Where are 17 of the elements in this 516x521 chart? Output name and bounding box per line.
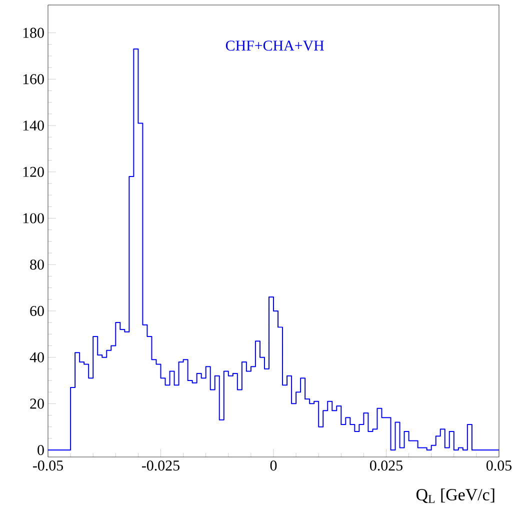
x-tick-label: -0.025 xyxy=(142,460,180,471)
y-tick-label: 100 xyxy=(23,213,44,224)
annotation: CHF+CHA+VH xyxy=(226,40,324,51)
x-tick-label: 0 xyxy=(270,460,277,471)
x-tick-label: 0.05 xyxy=(486,460,512,471)
x-tick-label: 0.025 xyxy=(370,460,402,471)
y-tick-label: 20 xyxy=(30,398,44,409)
y-tick-label: 180 xyxy=(23,28,44,38)
y-tick-label: 40 xyxy=(30,352,44,362)
y-tick-label: 80 xyxy=(30,260,44,270)
x-tick-label: -0.05 xyxy=(32,460,63,471)
y-tick-label: 140 xyxy=(23,120,44,131)
y-tick-label: 60 xyxy=(30,306,44,316)
y-tick-label: 160 xyxy=(23,74,44,84)
y-tick-label: 0 xyxy=(38,444,44,456)
x-axis-title: Q$_{L}$ [GeV/c] xyxy=(416,488,494,504)
y-tick-label: 120 xyxy=(23,166,44,177)
